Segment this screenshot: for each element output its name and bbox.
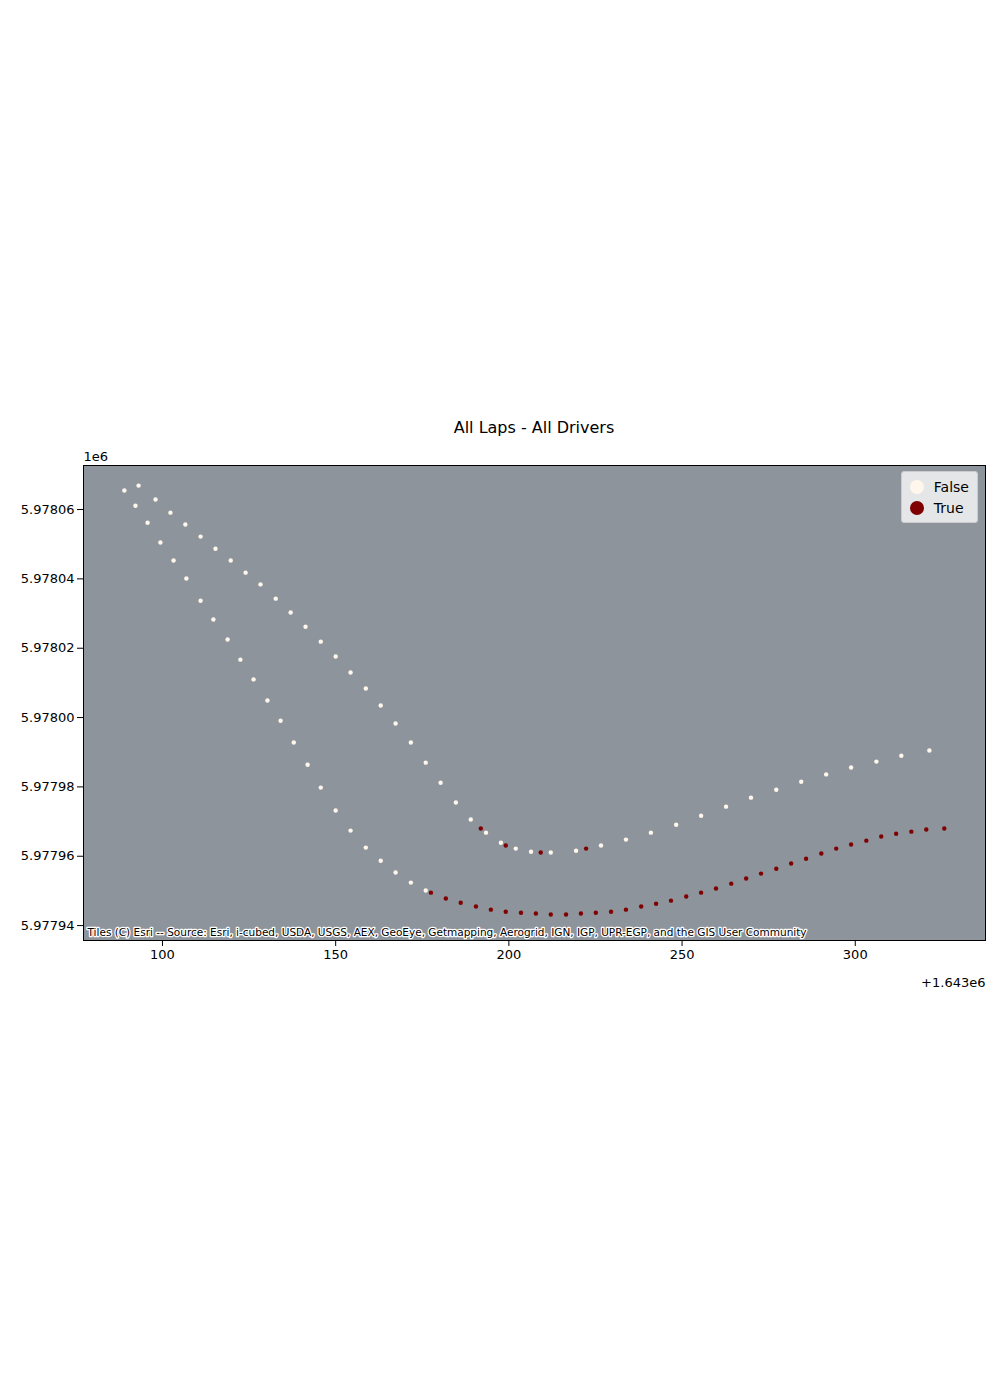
svg-text:5.97798: 5.97798 <box>21 779 75 794</box>
html-text:True: True <box>933 499 964 516</box>
svg-text:100: 100 <box>150 947 175 962</box>
svg-text:5.97794: 5.97794 <box>21 918 75 933</box>
svg-text:250: 250 <box>670 947 695 962</box>
svg-text:1e6: 1e6 <box>84 449 109 464</box>
svg-text:300: 300 <box>843 947 868 962</box>
svg-text:+1.643e6: +1.643e6 <box>921 975 985 990</box>
svg-text:150: 150 <box>323 947 348 962</box>
html-text:All Laps - All Drivers: All Laps - All Drivers <box>453 418 615 437</box>
html-text:False: False <box>933 478 969 495</box>
svg-text:5.97796: 5.97796 <box>21 848 75 863</box>
svg-text:5.97802: 5.97802 <box>21 640 75 655</box>
svg-text:5.97800: 5.97800 <box>21 710 75 725</box>
svg-text:200: 200 <box>496 947 521 962</box>
svg-text:5.97804: 5.97804 <box>21 571 75 586</box>
svg-text:5.97806: 5.97806 <box>21 502 75 517</box>
svg-text:Tiles (C) Esri -- Source: Esri: Tiles (C) Esri -- Source: Esri, i-cubed,… <box>87 926 807 938</box>
